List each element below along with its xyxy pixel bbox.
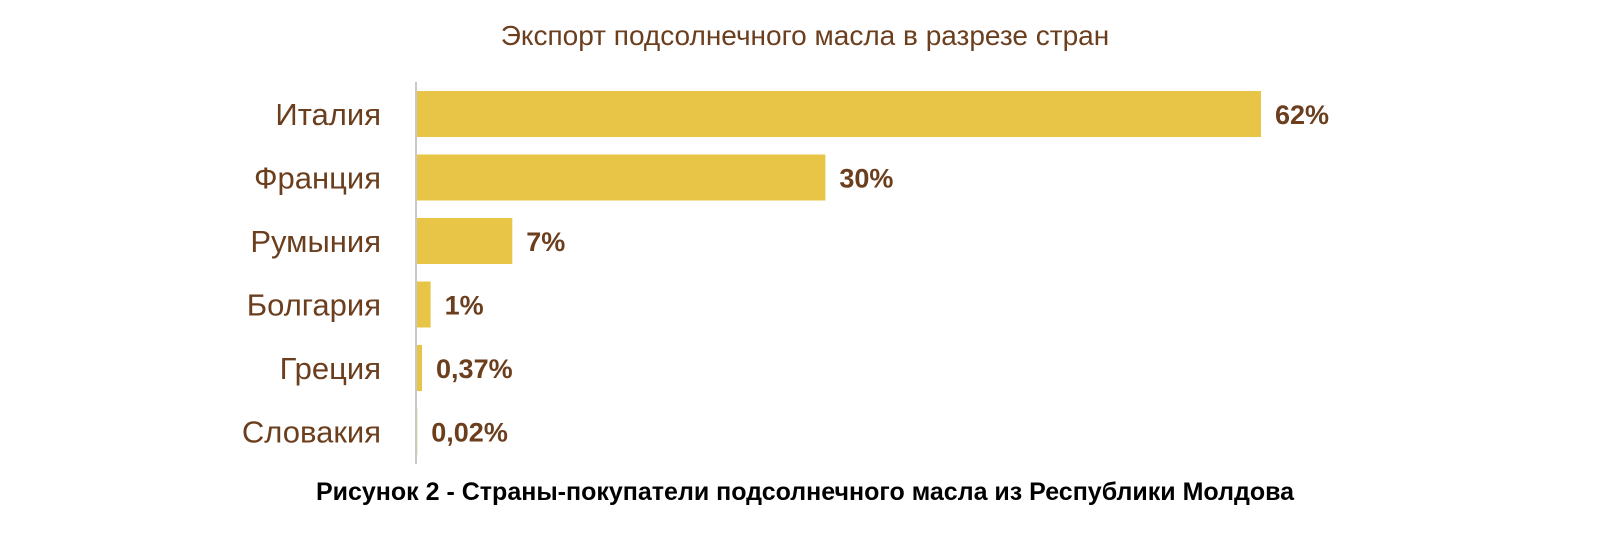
- bar-4: [417, 281, 431, 328]
- category-labels-group: Италия Франция Румыния Болгария Греция Словак…: [242, 97, 381, 450]
- bar-3: [417, 218, 513, 264]
- bar-5: [417, 345, 423, 391]
- data-label: 30%: [839, 164, 893, 194]
- bars-group: [417, 91, 1261, 455]
- category-label: Греция: [280, 351, 381, 386]
- category-label: Франция: [254, 161, 381, 196]
- data-label: 1%: [445, 291, 484, 321]
- data-label: 7%: [526, 227, 565, 257]
- category-label: Румыния: [250, 224, 381, 259]
- data-label: 0,02%: [431, 418, 508, 448]
- category-label: Болгария: [247, 288, 381, 323]
- chart-title: Экспорт подсолнечного масла в разрезе ст…: [501, 20, 1109, 51]
- data-labels-group: 62% 30% 7% 1% 0,37% 0,02%: [431, 100, 1329, 448]
- data-label: 0,37%: [436, 354, 513, 384]
- data-label: 62%: [1275, 100, 1329, 130]
- figure-caption: Рисунок 2 - Страны-покупатели подсолнечн…: [315, 478, 1295, 506]
- category-label: Словакия: [242, 415, 381, 450]
- bar-chart: Экспорт подсолнечного масла в разрезе ст…: [242, 20, 1329, 464]
- bar-1: [417, 91, 1261, 137]
- category-label: Италия: [275, 97, 381, 132]
- bar-2: [417, 154, 826, 201]
